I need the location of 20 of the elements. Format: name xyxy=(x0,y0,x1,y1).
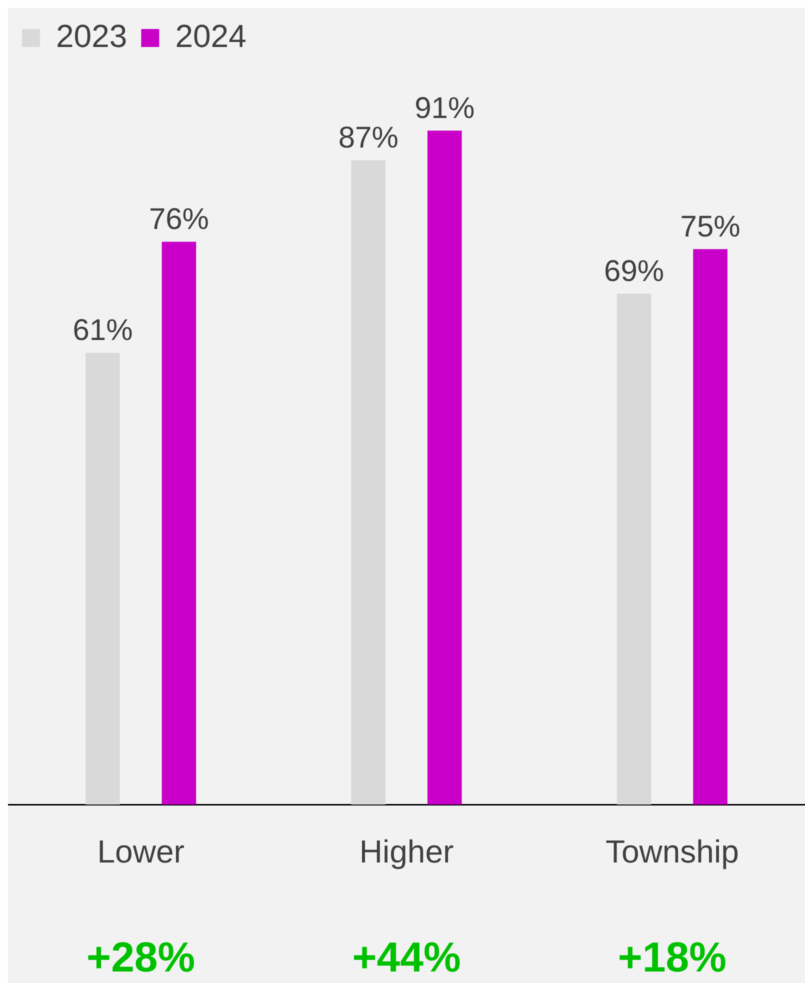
bar xyxy=(693,249,728,805)
text: +28% xyxy=(86,934,196,981)
bar xyxy=(616,294,652,805)
data-label: 75% xyxy=(680,210,740,244)
data-label: 87% xyxy=(338,122,398,155)
bar xyxy=(162,242,196,805)
legend-label: 2024 xyxy=(175,18,246,54)
x-tick-label: Higher xyxy=(359,834,454,870)
bar xyxy=(86,352,120,805)
data-label: 76% xyxy=(148,203,209,236)
data-label: 91% xyxy=(414,92,475,125)
x-tick-label: Township xyxy=(605,834,739,870)
bar xyxy=(427,130,462,805)
data-label: 69% xyxy=(604,254,664,288)
legend-label: 2023 xyxy=(56,18,128,54)
data-label: 61% xyxy=(72,314,133,348)
text: +18% xyxy=(618,934,726,981)
text: +44% xyxy=(352,934,461,981)
x-tick-label: Lower xyxy=(97,834,185,870)
bar xyxy=(351,160,386,805)
